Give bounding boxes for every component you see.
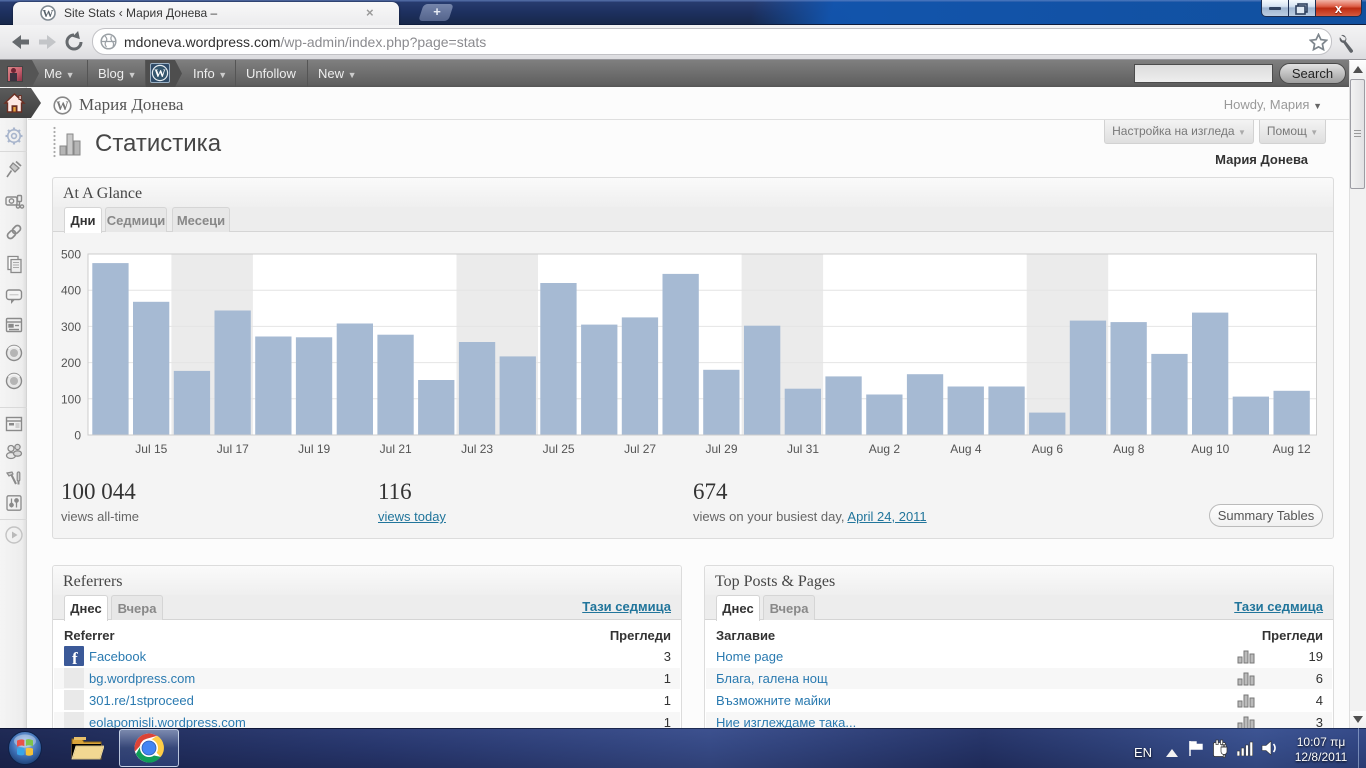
svg-text:Jul 17: Jul 17 <box>217 442 249 456</box>
svg-text:Jul 23: Jul 23 <box>461 442 493 456</box>
svg-text:Jul 21: Jul 21 <box>380 442 412 456</box>
svg-text:300: 300 <box>61 320 81 334</box>
svg-text:Jul 29: Jul 29 <box>705 442 737 456</box>
svg-text:Aug 2: Aug 2 <box>869 442 901 456</box>
svg-text:W: W <box>43 8 54 20</box>
svg-text:0: 0 <box>74 429 81 443</box>
svg-text:Jul 27: Jul 27 <box>624 442 656 456</box>
svg-text:Aug 12: Aug 12 <box>1273 442 1311 456</box>
svg-text:400: 400 <box>61 284 81 298</box>
svg-text:Aug 10: Aug 10 <box>1191 442 1229 456</box>
svg-text:100: 100 <box>61 392 81 406</box>
svg-text:Aug 6: Aug 6 <box>1032 442 1064 456</box>
svg-text:Jul 19: Jul 19 <box>298 442 330 456</box>
svg-text:Jul 25: Jul 25 <box>543 442 575 456</box>
svg-text:Aug 4: Aug 4 <box>950 442 982 456</box>
svg-text:Jul 31: Jul 31 <box>787 442 819 456</box>
svg-text:500: 500 <box>61 248 81 262</box>
svg-text:Jul 15: Jul 15 <box>135 442 167 456</box>
svg-text:W: W <box>56 99 69 113</box>
svg-text:W: W <box>154 68 166 80</box>
svg-text:Aug 8: Aug 8 <box>1113 442 1145 456</box>
svg-text:200: 200 <box>61 356 81 370</box>
